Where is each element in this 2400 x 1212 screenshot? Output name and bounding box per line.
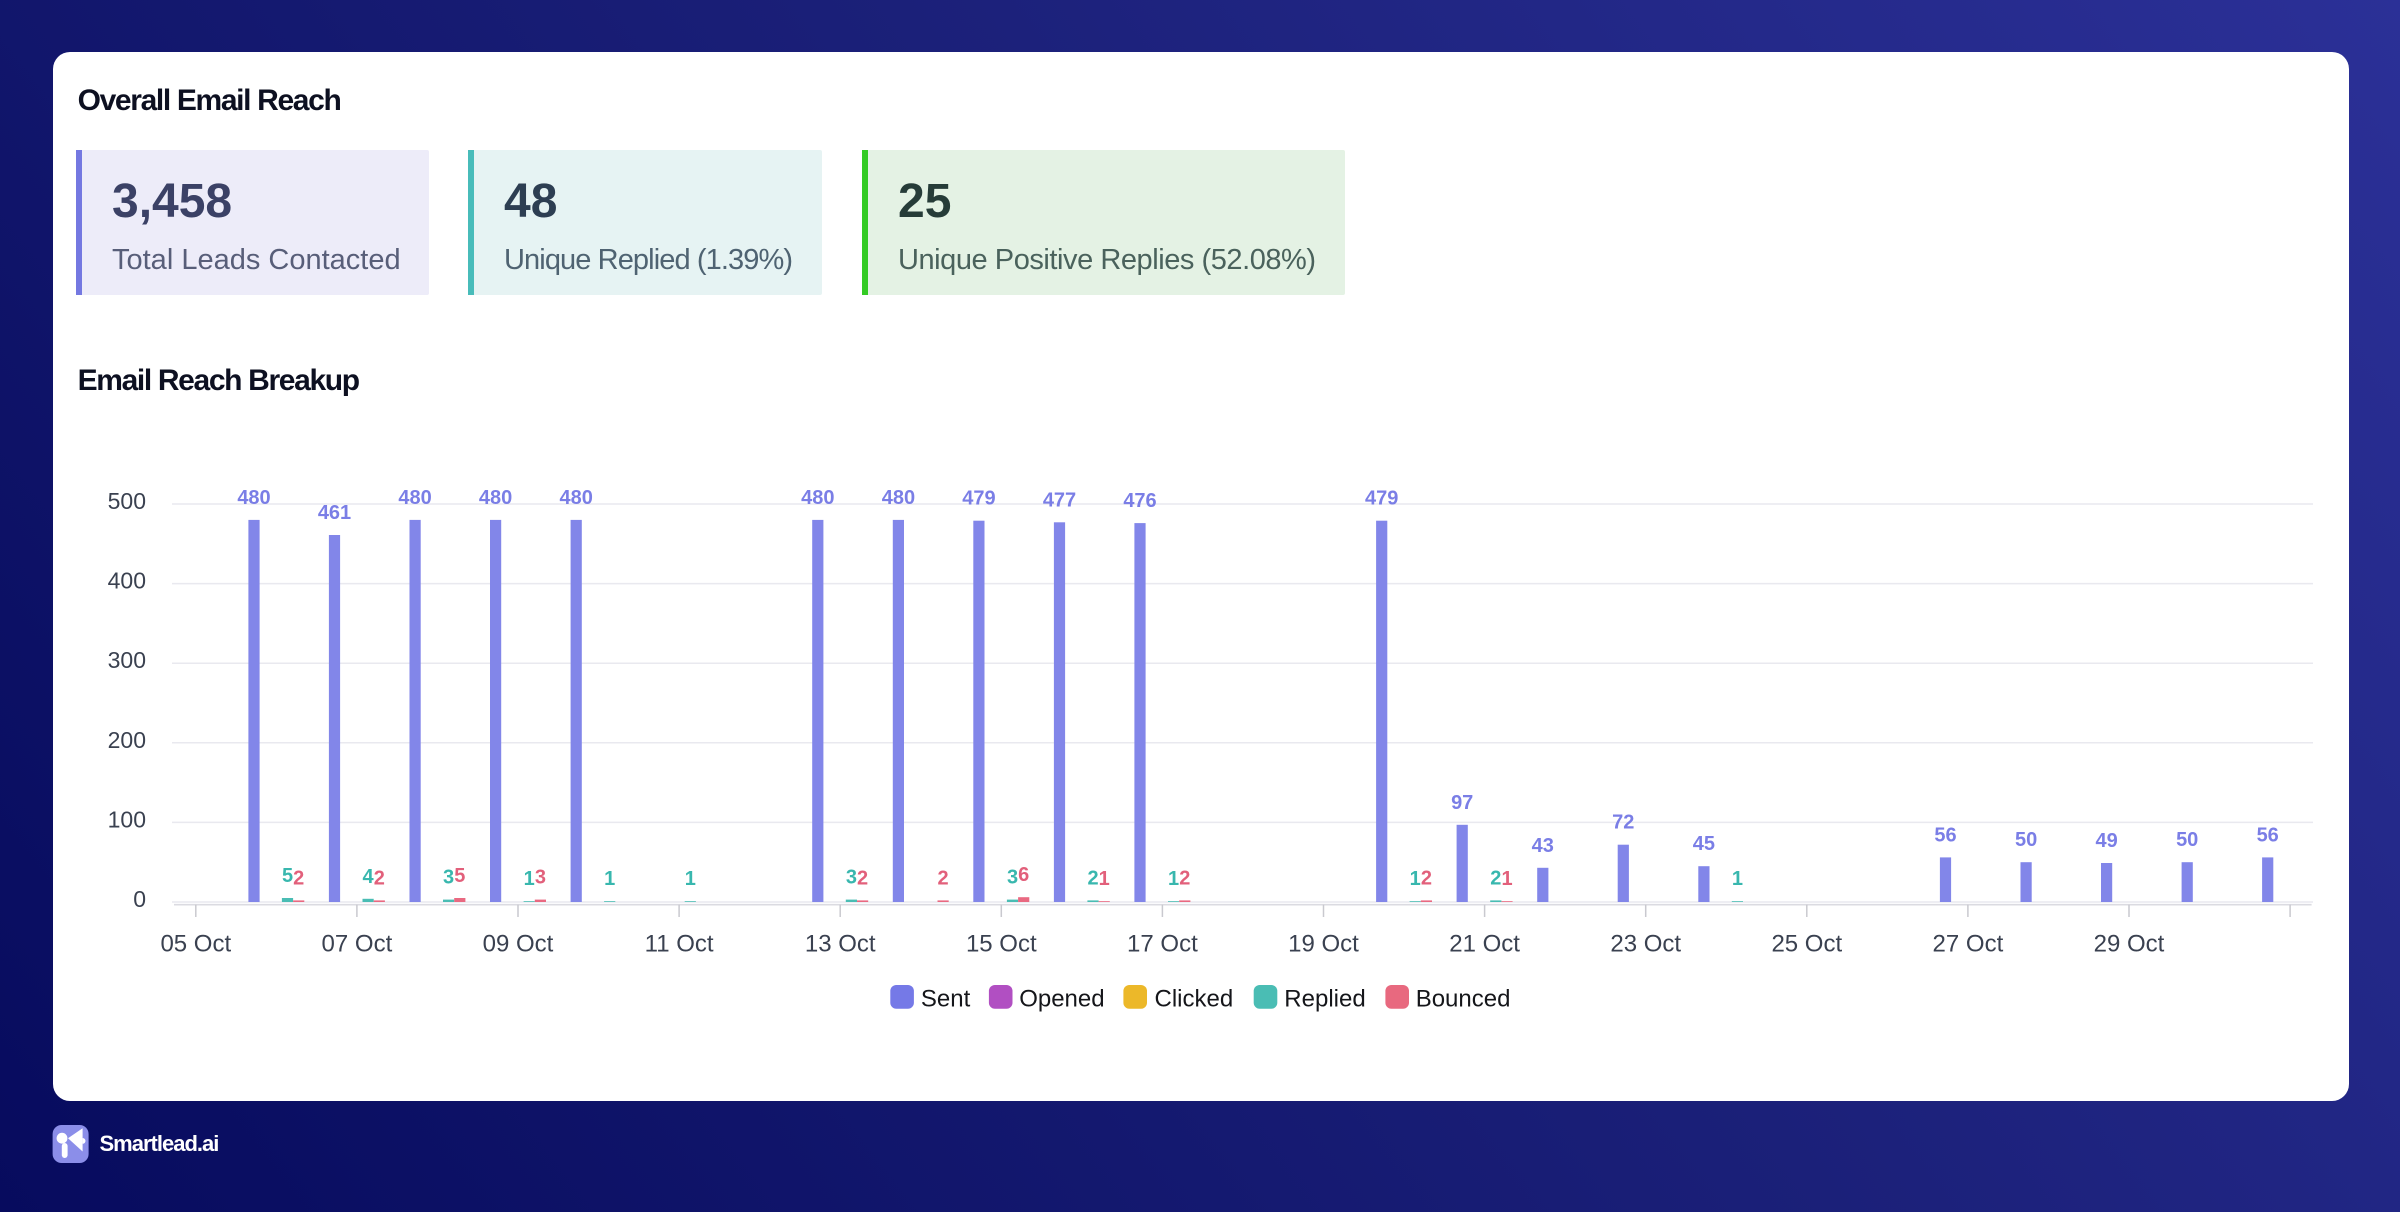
svg-text:29 Oct: 29 Oct: [2094, 931, 2165, 958]
svg-text:1: 1: [1168, 868, 1179, 890]
svg-text:56: 56: [1934, 824, 1956, 846]
svg-text:1: 1: [1732, 868, 1743, 890]
svg-text:23 Oct: 23 Oct: [1610, 931, 1681, 958]
svg-text:480: 480: [237, 487, 270, 509]
svg-text:Opened: Opened: [1019, 986, 1104, 1013]
svg-text:Bounced: Bounced: [1416, 986, 1511, 1013]
svg-text:17 Oct: 17 Oct: [1127, 931, 1198, 958]
svg-text:2: 2: [1490, 867, 1501, 889]
svg-text:56: 56: [2257, 824, 2279, 846]
svg-text:25 Oct: 25 Oct: [1771, 931, 1842, 958]
svg-text:07 Oct: 07 Oct: [322, 931, 393, 958]
svg-text:476: 476: [1123, 490, 1156, 512]
svg-text:1: 1: [1501, 868, 1512, 890]
svg-text:Clicked: Clicked: [1155, 986, 1234, 1013]
svg-text:15 Oct: 15 Oct: [966, 931, 1037, 958]
svg-text:500: 500: [108, 488, 146, 514]
svg-text:45: 45: [1693, 833, 1715, 855]
svg-text:2: 2: [857, 867, 868, 889]
svg-text:100: 100: [108, 806, 146, 832]
svg-text:19 Oct: 19 Oct: [1288, 931, 1359, 958]
svg-text:1: 1: [1410, 868, 1421, 890]
svg-text:480: 480: [801, 487, 834, 509]
svg-text:1: 1: [604, 868, 615, 890]
svg-text:2: 2: [938, 867, 949, 889]
svg-text:49: 49: [2095, 830, 2117, 852]
svg-text:0: 0: [133, 886, 146, 912]
svg-text:480: 480: [560, 487, 593, 509]
svg-text:6: 6: [1018, 864, 1029, 886]
svg-text:27 Oct: 27 Oct: [1933, 931, 2004, 958]
svg-text:21 Oct: 21 Oct: [1449, 931, 1520, 958]
svg-text:97: 97: [1451, 792, 1473, 814]
svg-text:3: 3: [535, 867, 546, 889]
svg-text:2: 2: [374, 867, 385, 889]
svg-text:50: 50: [2176, 829, 2198, 851]
svg-text:1: 1: [524, 868, 535, 890]
svg-text:300: 300: [108, 647, 146, 673]
svg-text:461: 461: [318, 502, 351, 524]
svg-text:50: 50: [2015, 829, 2037, 851]
svg-text:477: 477: [1043, 489, 1076, 511]
svg-text:2: 2: [293, 867, 304, 889]
svg-text:13 Oct: 13 Oct: [805, 931, 876, 958]
svg-text:1: 1: [1099, 868, 1110, 890]
svg-text:3: 3: [846, 867, 857, 889]
svg-text:2: 2: [1179, 867, 1190, 889]
svg-text:Replied: Replied: [1284, 986, 1365, 1013]
svg-text:09 Oct: 09 Oct: [483, 931, 554, 958]
svg-text:479: 479: [1365, 488, 1398, 510]
svg-text:4: 4: [363, 866, 375, 888]
svg-text:Sent: Sent: [921, 986, 971, 1013]
svg-text:5: 5: [454, 865, 465, 887]
svg-text:480: 480: [882, 487, 915, 509]
svg-text:2: 2: [1087, 867, 1098, 889]
svg-text:05 Oct: 05 Oct: [160, 931, 231, 958]
svg-text:1: 1: [685, 868, 696, 890]
svg-text:3: 3: [443, 867, 454, 889]
svg-text:5: 5: [282, 865, 293, 887]
svg-text:3: 3: [1007, 867, 1018, 889]
svg-text:479: 479: [962, 488, 995, 510]
svg-text:200: 200: [108, 727, 146, 753]
svg-text:480: 480: [398, 487, 431, 509]
svg-text:11 Oct: 11 Oct: [645, 931, 714, 958]
svg-text:2: 2: [1421, 867, 1432, 889]
svg-text:43: 43: [1532, 835, 1554, 857]
svg-text:72: 72: [1612, 812, 1634, 834]
svg-text:400: 400: [108, 568, 146, 594]
svg-text:480: 480: [479, 487, 512, 509]
